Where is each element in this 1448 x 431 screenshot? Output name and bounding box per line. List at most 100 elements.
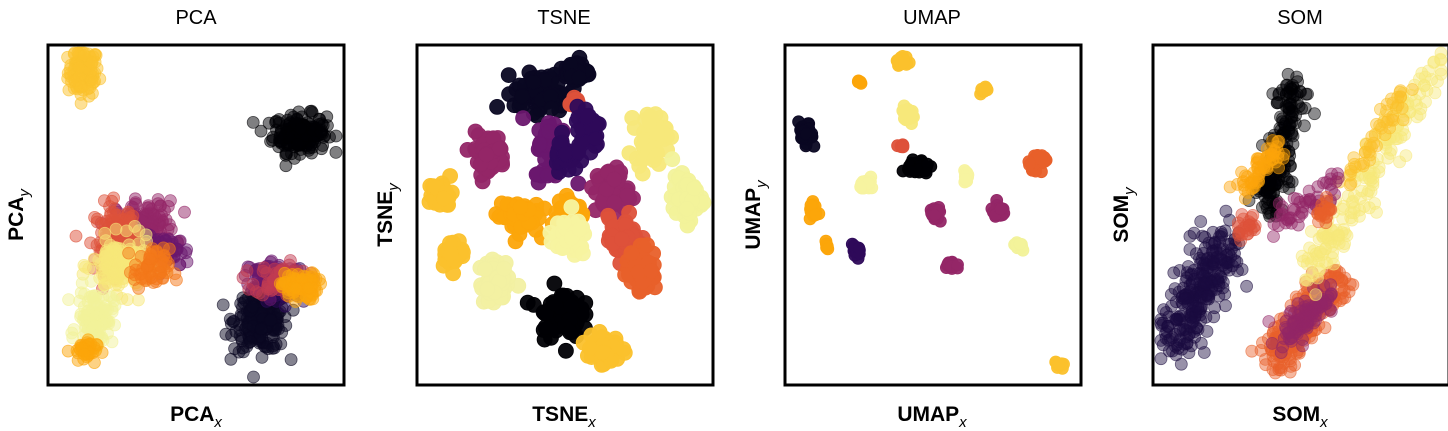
scatter-point <box>266 341 280 355</box>
scatter-point <box>1276 115 1290 128</box>
scatter-point <box>1303 241 1316 255</box>
scatter-point <box>291 137 304 151</box>
scatter-point <box>1291 75 1304 89</box>
scatter-point <box>619 187 636 204</box>
scatter-point <box>1293 195 1307 209</box>
scatter-point <box>314 125 328 139</box>
scatter-point <box>1405 83 1419 96</box>
scatter-point <box>477 261 493 278</box>
scatter-point <box>556 214 572 231</box>
scatter-point <box>1022 155 1036 169</box>
scatter-point <box>244 335 258 348</box>
scatter-point <box>273 277 287 290</box>
scatter-point <box>582 340 598 357</box>
scatter-point <box>1347 201 1361 215</box>
scatter-point <box>903 165 917 178</box>
scatter-point <box>624 110 641 126</box>
scatter-point <box>575 245 591 262</box>
scatter-point <box>613 231 630 248</box>
scatter-point <box>467 123 484 140</box>
scatter-point <box>1174 357 1188 371</box>
scatter-point <box>491 140 508 157</box>
scatter-point <box>821 242 835 256</box>
scatter-point <box>1186 315 1200 329</box>
scatter-point <box>643 262 659 279</box>
scatter-point <box>1199 310 1213 324</box>
scatter-point <box>273 128 287 141</box>
x-axis-label: PCAx <box>170 403 222 431</box>
scatter-point <box>77 347 91 361</box>
scatter-point <box>606 171 622 188</box>
scatter-point <box>284 353 298 367</box>
scatter-point <box>650 156 667 172</box>
scatter-point <box>489 99 506 115</box>
scatter-point <box>329 129 343 143</box>
scatter-point <box>919 166 933 180</box>
scatter-point <box>577 306 594 323</box>
scatter-point <box>1284 304 1298 318</box>
scatter-point <box>567 160 584 177</box>
scatter-point <box>980 83 994 97</box>
scatter-point <box>809 208 822 222</box>
scatter-point <box>435 190 452 207</box>
scatter-point <box>1320 176 1333 189</box>
scatter-point <box>1246 208 1260 222</box>
scatter-point <box>149 275 163 289</box>
scatter-point <box>305 106 319 119</box>
scatter-point <box>1356 159 1370 173</box>
y-axis-label: SOMy <box>1110 186 1138 243</box>
scatter-point <box>678 200 695 217</box>
scatter-point <box>83 290 97 304</box>
scatter-point <box>554 124 570 141</box>
scatter-point <box>1257 157 1270 171</box>
scatter-point <box>1396 113 1410 127</box>
scatter-point <box>62 293 75 307</box>
scatter-point <box>1398 128 1411 142</box>
scatter-point <box>1399 149 1413 163</box>
scatter-point <box>1214 252 1228 266</box>
scatter-point <box>579 108 596 125</box>
scatter-point <box>1052 357 1066 371</box>
scatter-point <box>109 222 123 236</box>
scatter-point <box>1250 176 1263 190</box>
scatter-point <box>1394 84 1407 98</box>
scatter-point <box>254 124 268 138</box>
scatter-point <box>569 98 586 115</box>
scatter-point <box>247 370 260 384</box>
panel-title: SOM <box>1277 7 1323 29</box>
scatter-point <box>1183 229 1197 243</box>
scatter-point <box>66 331 80 345</box>
scatter-point <box>1265 336 1279 350</box>
scatter-point <box>1218 287 1232 301</box>
scatter-point <box>305 140 319 154</box>
scatter-point <box>854 75 867 89</box>
scatter-point <box>563 199 580 216</box>
scatter-point <box>479 281 496 298</box>
scatter-point <box>223 312 237 326</box>
scatter-point <box>329 145 343 159</box>
scatter-point <box>254 322 268 336</box>
scatter-point <box>1223 180 1237 194</box>
scatter-point <box>799 127 812 141</box>
scatter-point <box>897 55 911 69</box>
scatter-point <box>1370 205 1383 219</box>
panel-title: TSNE <box>537 7 590 29</box>
scatter-point <box>1240 224 1253 237</box>
scatter-point <box>1179 274 1193 288</box>
scatter-point <box>1219 299 1232 313</box>
scatter-point <box>634 165 651 182</box>
scatter-point <box>570 122 586 139</box>
scatter-point <box>62 83 76 97</box>
scatter-point <box>1215 228 1229 241</box>
scatter-point <box>896 140 910 154</box>
scatter-point <box>269 114 283 128</box>
scatter-point <box>1280 212 1294 226</box>
scatter-point <box>1367 136 1380 150</box>
scatter-point <box>1267 230 1280 243</box>
scatter-point <box>547 295 563 312</box>
scatter-point <box>1230 255 1244 269</box>
scatter-point <box>289 295 302 308</box>
scatter-point <box>101 276 115 290</box>
scatter-point <box>532 136 548 153</box>
scatter-point <box>519 294 536 311</box>
